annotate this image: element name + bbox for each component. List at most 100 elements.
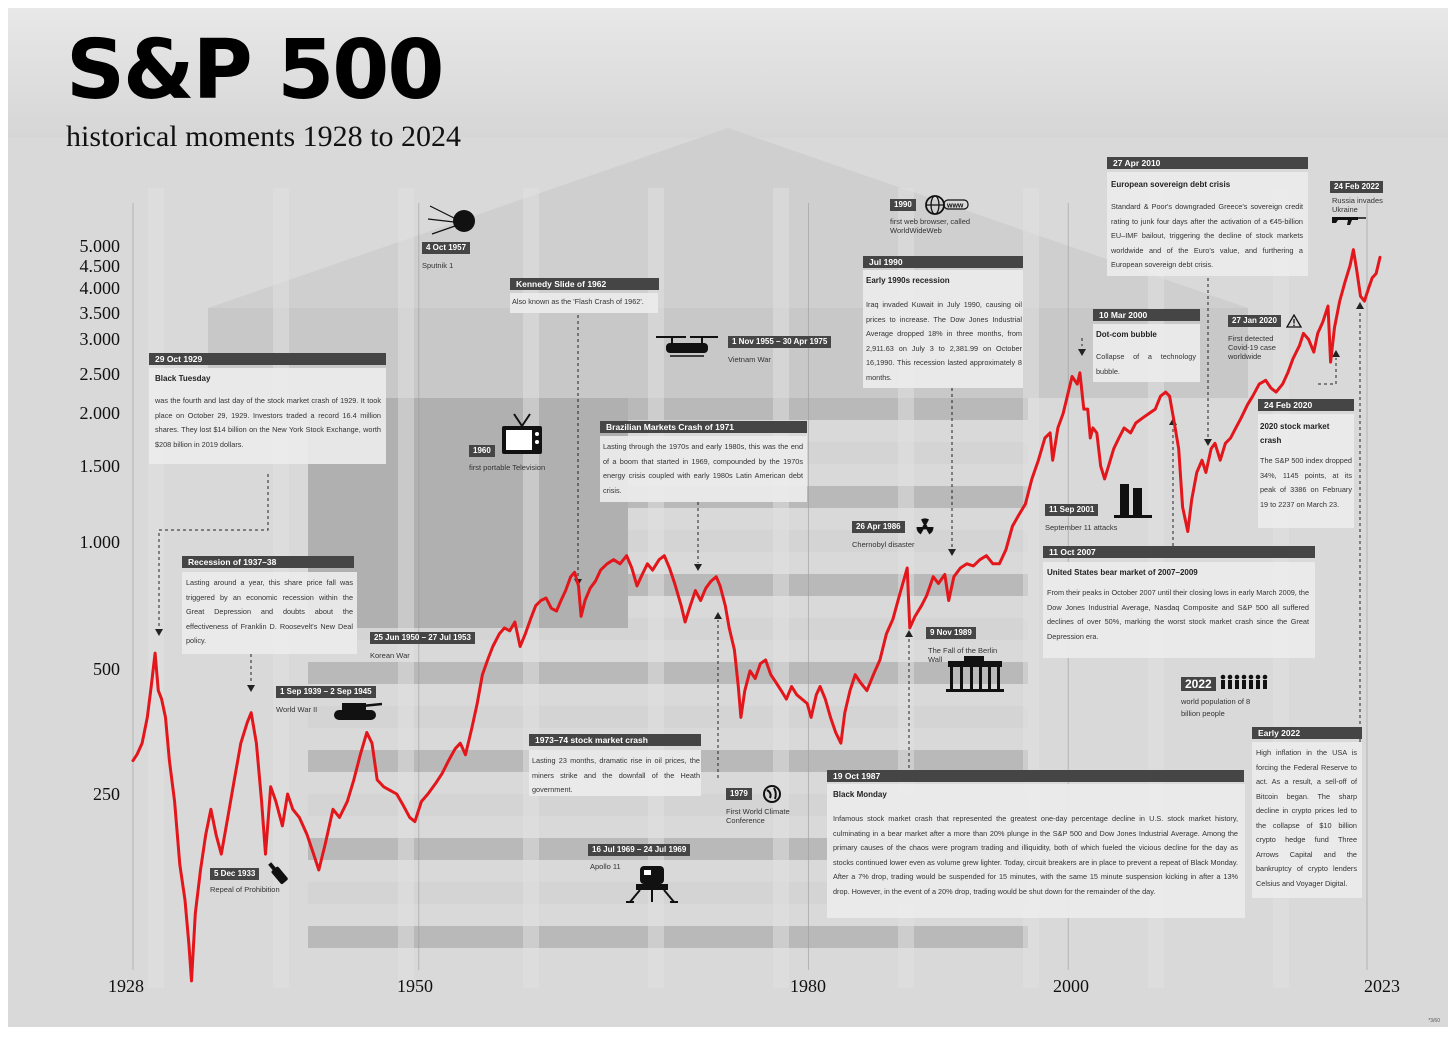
event-box-kennedy-slide: Also known as the 'Flash Crash of 1962'. — [510, 293, 658, 313]
event-date-header: Kennedy Slide of 1962 — [510, 278, 659, 290]
event-text: Standard & Poor's downgraded Greece's so… — [1111, 202, 1303, 269]
tag-date: 16 Jul 1969 – 24 Jul 1969 — [588, 844, 691, 856]
globe-icon — [763, 785, 781, 803]
x-tick-label: 2023 — [1364, 976, 1400, 996]
y-tick-label: 2.500 — [79, 364, 121, 384]
lunar-lander-icon — [626, 866, 678, 903]
event-box-early-1990s: Early 1990s recession Iraq invaded Kuwai… — [863, 270, 1023, 388]
event-box-black-monday: Black Monday Infamous stock market crash… — [827, 784, 1245, 918]
y-tick-label: 3.500 — [79, 303, 121, 323]
tag-date: 24 Feb 2022 — [1330, 181, 1384, 193]
leader-line — [158, 474, 269, 628]
event-text: Infamous stock market crash that represe… — [833, 814, 1238, 896]
tag-date: 9 Nov 1989 — [926, 627, 976, 639]
event-title: Black Monday — [833, 790, 887, 799]
tag-date: 1960 — [469, 445, 495, 457]
pediment-shape — [208, 128, 1248, 308]
event-title: Dot-com bubble — [1096, 330, 1157, 339]
column-shape — [398, 188, 414, 988]
satellite-icon — [427, 205, 475, 235]
y-tick-label: 1.000 — [79, 532, 121, 552]
bottle-icon — [268, 862, 288, 884]
tag-date: 2022 — [1181, 677, 1216, 691]
event-title: Black Tuesday — [155, 374, 211, 383]
event-text: From their peaks in October 2007 until t… — [1047, 588, 1310, 641]
series — [131, 248, 1382, 983]
tag-caption: world population of 8 billion people — [1181, 697, 1251, 718]
tag-caption: Sputnik 1 — [422, 261, 454, 270]
arrow-marker — [948, 549, 956, 556]
event-date-header: 19 Oct 1987 — [827, 770, 1244, 782]
event-box-dotcom: Dot-com bubble Collapse of a technology … — [1093, 324, 1200, 382]
television-icon — [502, 413, 542, 454]
event-box-covid-crash: 2020 stock market crash The S&P 500 inde… — [1258, 414, 1354, 528]
event-title: Early 1990s recession — [866, 276, 950, 285]
y-tick-label: 2.000 — [79, 403, 121, 423]
tag-date: 11 Sep 2001 — [1045, 504, 1099, 516]
event-date-header: 1973–74 stock market crash — [529, 734, 701, 746]
tag-caption: Repeal of Prohibition — [210, 885, 280, 894]
tag-caption: Vietnam War — [728, 355, 771, 364]
leader-line — [1318, 358, 1337, 385]
tag-date: 4 Oct 1957 — [422, 242, 471, 254]
warning-icon — [1286, 314, 1302, 328]
y-tick-label: 250 — [93, 784, 120, 804]
footer-code: *3/60 — [1428, 1018, 1440, 1024]
event-text: High inflation in the USA is forcing the… — [1256, 748, 1357, 888]
event-box-crash-1973: Lasting 23 months, dramatic rise in oil … — [529, 750, 701, 796]
y-tick-label: 500 — [93, 659, 120, 679]
radiation-icon — [916, 518, 934, 535]
page-title: S&P 500 — [66, 23, 444, 118]
event-date-header: 11 Oct 2007 — [1043, 546, 1315, 558]
event-date-header: 27 Apr 2010 — [1107, 157, 1308, 169]
tag-date: 1 Sep 1939 – 2 Sep 1945 — [276, 686, 376, 698]
event-box-recession-1937: Lasting around a year, this share price … — [182, 572, 357, 654]
y-tick-label: 3.000 — [79, 329, 121, 349]
flag-stripe — [308, 926, 1028, 948]
y-tick-label: 1.500 — [79, 456, 121, 476]
event-title: 2020 stock market crash — [1260, 422, 1330, 445]
x-tick-label: 1928 — [108, 976, 144, 996]
tag-caption: Korean War — [370, 651, 410, 660]
twin-towers-icon — [1114, 484, 1152, 518]
event-date-header: 29 Oct 1929 — [149, 353, 386, 365]
event-text: The S&P 500 index dropped 34%, 1145 poin… — [1260, 456, 1352, 509]
rifle-icon — [1332, 217, 1366, 225]
event-title: European sovereign debt crisis — [1111, 180, 1231, 189]
tag-caption: Chernobyl disaster — [852, 540, 915, 549]
tag-caption: World War II — [276, 705, 318, 714]
arrow-marker — [155, 629, 163, 636]
event-text: Iraq invaded Kuwait in July 1990, causin… — [866, 300, 1022, 382]
tag-date: 5 Dec 1933 — [210, 868, 260, 880]
tag-caption: September 11 attacks — [1045, 523, 1118, 532]
svg-text:www: www — [946, 203, 964, 210]
event-text: Also known as the 'Flash Crash of 1962'. — [512, 297, 644, 306]
page-subtitle: historical moments 1928 to 2024 — [66, 120, 461, 153]
tag-caption: Russia invades Ukraine — [1332, 196, 1383, 214]
event-text: was the fourth and last day of the stock… — [155, 396, 381, 449]
tag-date: 1 Nov 1955 – 30 Apr 1975 — [728, 336, 832, 348]
event-text: Collapse of a technology bubble. — [1096, 352, 1196, 376]
arrow-marker — [714, 612, 722, 619]
background-sky — [8, 8, 1448, 138]
flag-stripe — [308, 662, 1028, 684]
helicopter-icon — [656, 336, 718, 357]
arrow-marker — [694, 564, 702, 571]
tag-date: 26 Apr 1986 — [852, 521, 905, 533]
column-shape — [148, 188, 164, 988]
x-tick-label: 2000 — [1053, 976, 1089, 996]
flag-stripe — [308, 706, 1028, 728]
arrow-marker — [247, 685, 255, 692]
leader-lines — [155, 278, 1364, 778]
y-tick-label: 4.500 — [79, 256, 121, 276]
column-shape — [773, 188, 789, 988]
event-box-early-2022: High inflation in the USA is forcing the… — [1252, 742, 1362, 898]
tag-date: 1979 — [726, 788, 752, 800]
event-box-brazilian-crash: Lasting through the 1970s and early 1980… — [600, 436, 807, 502]
arrow-marker — [1078, 349, 1086, 356]
event-date-header: Recession of 1937–38 — [182, 556, 354, 568]
tag-date: 27 Jan 2020 — [1228, 315, 1281, 327]
arrow-marker — [905, 630, 913, 637]
event-box-bear-2007: United States bear market of 2007–2009 F… — [1043, 562, 1315, 658]
tag-caption: first portable Television — [469, 463, 546, 472]
